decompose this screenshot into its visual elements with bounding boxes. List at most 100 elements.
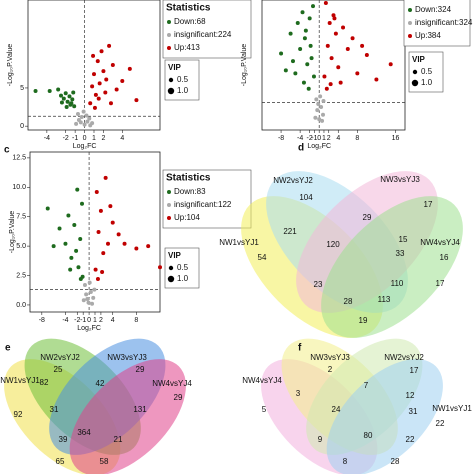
point — [307, 16, 312, 21]
venn-count: 29 — [136, 365, 145, 374]
point — [320, 118, 325, 123]
venn-set-label: NW4vsYJ4 — [420, 238, 460, 247]
point — [59, 93, 63, 98]
x-tick-label: 2 — [101, 135, 105, 142]
point — [57, 226, 62, 231]
legend-label: 1.0 — [177, 274, 189, 283]
venn-set-label: NW2vsYJ2 — [384, 353, 424, 362]
venn-count: 92 — [14, 410, 23, 419]
point — [72, 104, 77, 109]
point — [146, 244, 151, 249]
x-tick-label: 0 — [317, 135, 321, 142]
venn-count: 113 — [378, 295, 391, 304]
point — [134, 98, 139, 103]
x-tick-label: -2 — [307, 135, 313, 142]
venn-count: 17 — [410, 366, 419, 375]
y-tick-label: 0 — [20, 123, 24, 130]
legend-label: Down:324 — [415, 5, 452, 14]
venn-count: 110 — [391, 279, 404, 288]
point — [331, 13, 336, 18]
legend-box — [162, 0, 252, 59]
point — [85, 119, 90, 124]
x-tick-label: 1 — [93, 317, 97, 324]
point — [100, 270, 105, 274]
point — [101, 251, 106, 256]
point — [69, 255, 74, 260]
venn-count: 82 — [40, 378, 49, 387]
point — [355, 71, 360, 76]
legend-title: VIP — [168, 63, 182, 72]
point — [360, 43, 365, 48]
venn-set-label: NW3vsYJ3 — [107, 353, 147, 362]
point — [290, 59, 295, 64]
point — [85, 297, 90, 302]
point — [364, 53, 369, 58]
point — [302, 36, 307, 41]
venn-count: 15 — [399, 235, 408, 244]
point — [324, 86, 329, 91]
point — [316, 102, 321, 106]
point — [114, 87, 119, 92]
point — [90, 301, 95, 306]
point — [74, 121, 79, 126]
point — [319, 105, 324, 110]
x-tick-label: 8 — [134, 317, 138, 324]
point — [116, 232, 121, 237]
y-axis-label: -Log₁₀P.Value — [7, 44, 14, 86]
point — [338, 80, 343, 85]
point — [341, 25, 346, 30]
legend-label: insignificant:324 — [415, 18, 473, 27]
venn-count: 21 — [114, 435, 123, 444]
point — [103, 90, 108, 95]
point — [279, 51, 284, 56]
point — [95, 59, 100, 64]
point — [97, 81, 102, 86]
point — [92, 72, 96, 77]
point — [90, 84, 95, 89]
point — [374, 77, 379, 82]
venn-count: 16 — [440, 253, 449, 262]
venn-count: 54 — [258, 253, 267, 262]
venn-count: 25 — [54, 365, 63, 374]
point — [88, 123, 93, 128]
point — [87, 116, 92, 121]
venn-set — [69, 359, 186, 474]
point — [88, 290, 93, 294]
point — [104, 77, 109, 82]
venn-set-label: NW2vsYJ2 — [40, 353, 80, 362]
venn-count: 29 — [363, 213, 372, 222]
venn-set-label: NW3vsYJ3 — [380, 175, 420, 184]
point — [328, 82, 333, 87]
venn-count: 104 — [299, 193, 313, 202]
point — [63, 241, 68, 246]
x-tick-label: 2 — [327, 135, 331, 142]
point — [108, 101, 113, 106]
x-tick-label: 0 — [87, 317, 91, 324]
size-swatch — [168, 265, 174, 271]
point — [93, 92, 98, 97]
venn-count: 19 — [359, 316, 368, 325]
venn-count: 65 — [56, 457, 65, 466]
panel-label: c — [4, 145, 10, 156]
point — [69, 101, 74, 106]
venn-count: 24 — [332, 405, 341, 414]
point — [45, 206, 50, 211]
venn-count: 3 — [296, 389, 301, 398]
point — [101, 69, 106, 74]
venn-count: 5 — [262, 405, 267, 414]
point — [295, 20, 300, 25]
venn-count: 17 — [424, 200, 433, 209]
venn-set-label: NW1vsYJ1 — [219, 238, 259, 247]
point — [81, 109, 86, 114]
venn-count: 23 — [314, 280, 323, 289]
y-tick-label: 2.5 — [16, 272, 26, 279]
venn-count: 22 — [436, 419, 445, 428]
point — [127, 66, 132, 71]
size-swatch — [167, 275, 175, 283]
x-tick-label: -1 — [311, 135, 317, 142]
point — [329, 56, 334, 61]
venn-set — [321, 196, 463, 338]
point — [300, 10, 305, 15]
y-axis-label: -Log₁₀P.Value — [9, 211, 16, 253]
x-tick-label: -8 — [39, 317, 45, 324]
